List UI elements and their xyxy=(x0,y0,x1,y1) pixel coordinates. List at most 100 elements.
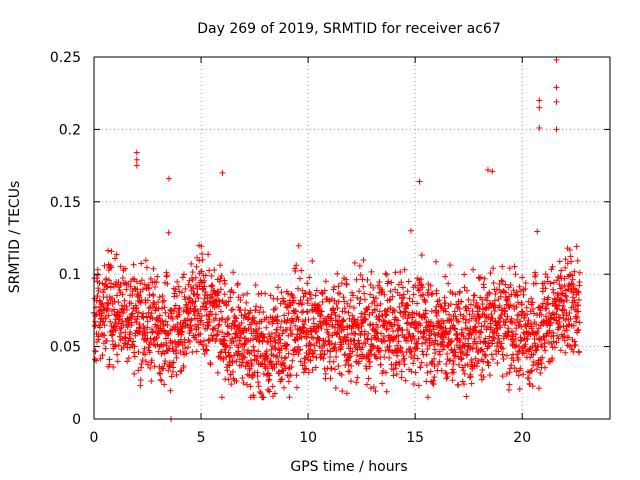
data-point xyxy=(367,321,374,328)
data-point xyxy=(370,384,377,391)
data-point xyxy=(409,298,416,305)
data-point xyxy=(106,361,113,368)
data-point xyxy=(575,296,582,303)
data-point xyxy=(406,330,413,337)
data-point xyxy=(445,280,452,287)
data-point xyxy=(221,280,228,287)
data-point xyxy=(150,292,157,299)
data-point xyxy=(183,350,190,357)
data-point xyxy=(489,356,496,363)
data-point xyxy=(286,394,293,401)
data-point xyxy=(378,289,385,296)
data-point xyxy=(179,274,186,281)
data-point xyxy=(203,304,210,311)
data-point xyxy=(332,341,339,348)
data-point xyxy=(398,374,405,381)
data-point xyxy=(133,149,140,156)
data-point xyxy=(380,317,387,324)
data-point xyxy=(217,286,224,293)
data-point xyxy=(173,354,180,361)
data-point xyxy=(209,282,216,289)
data-point xyxy=(133,156,140,163)
data-point xyxy=(193,282,200,289)
data-point xyxy=(148,357,155,364)
data-point xyxy=(550,286,557,293)
data-point xyxy=(359,276,366,283)
data-point xyxy=(164,280,171,287)
data-point xyxy=(121,334,128,341)
data-point xyxy=(253,303,260,310)
data-point xyxy=(158,377,165,384)
data-point xyxy=(567,253,574,260)
data-point xyxy=(389,335,396,342)
data-point xyxy=(147,275,154,282)
data-point xyxy=(442,308,449,315)
data-point xyxy=(338,322,345,329)
data-point xyxy=(449,366,456,373)
data-point xyxy=(190,285,197,292)
data-point xyxy=(156,294,163,301)
data-point xyxy=(554,290,561,297)
data-point xyxy=(441,294,448,301)
data-point xyxy=(410,291,417,298)
data-point xyxy=(558,267,565,274)
data-point xyxy=(188,325,195,332)
data-point xyxy=(430,323,437,330)
data-point xyxy=(430,326,437,333)
data-point xyxy=(156,370,163,377)
data-point xyxy=(331,309,338,316)
data-point xyxy=(119,275,126,282)
data-point xyxy=(417,276,424,283)
data-point xyxy=(425,286,432,293)
data-point xyxy=(208,272,215,279)
data-point xyxy=(544,274,551,281)
data-point xyxy=(260,333,267,340)
y-tick-label: 0.2 xyxy=(59,122,81,138)
data-point xyxy=(193,291,200,298)
y-tick-label: 0.25 xyxy=(50,50,81,66)
data-point xyxy=(185,344,192,351)
data-point xyxy=(145,282,152,289)
data-point xyxy=(418,359,425,366)
data-point xyxy=(267,335,274,342)
data-point xyxy=(321,351,328,358)
data-point xyxy=(305,369,312,376)
data-point xyxy=(463,393,470,400)
data-point xyxy=(308,334,315,341)
data-point xyxy=(208,283,215,290)
data-point xyxy=(179,328,186,335)
data-point xyxy=(370,343,377,350)
data-point xyxy=(107,318,114,325)
data-point xyxy=(247,357,254,364)
data-point xyxy=(229,306,236,313)
data-point xyxy=(469,308,476,315)
data-point xyxy=(172,302,179,309)
data-point xyxy=(135,349,142,356)
data-point xyxy=(230,289,237,296)
data-point xyxy=(414,355,421,362)
data-point xyxy=(197,330,204,337)
data-point xyxy=(293,384,300,391)
data-point xyxy=(230,269,237,276)
data-point xyxy=(383,271,390,278)
data-point xyxy=(280,384,287,391)
data-point xyxy=(422,310,429,317)
data-point xyxy=(149,328,156,335)
data-point xyxy=(229,368,236,375)
data-point xyxy=(231,321,238,328)
data-point xyxy=(408,353,415,360)
data-point xyxy=(276,370,283,377)
data-point xyxy=(141,345,148,352)
data-point xyxy=(364,336,371,343)
axis-ticks: 0 5 10 15 20 0 0.05 0.1 0.15 0.2 0.25 xyxy=(50,50,610,446)
data-point xyxy=(154,273,161,280)
data-point xyxy=(241,354,248,361)
data-point xyxy=(297,346,304,353)
data-point xyxy=(199,256,206,263)
data-point xyxy=(180,362,187,369)
data-point xyxy=(290,294,297,301)
data-point xyxy=(263,355,270,362)
data-point xyxy=(408,368,415,375)
data-point xyxy=(354,352,361,359)
data-point xyxy=(330,345,337,352)
